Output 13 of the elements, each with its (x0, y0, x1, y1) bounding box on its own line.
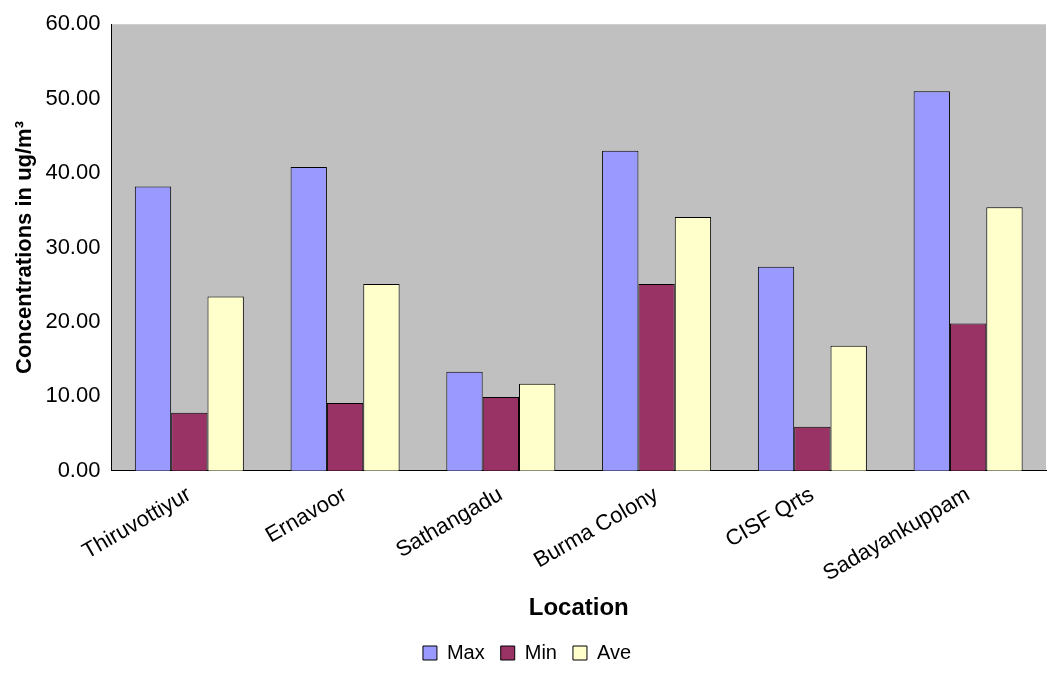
y-tick-label: 60.00 (45, 10, 101, 36)
y-tick-label: 50.00 (45, 84, 101, 110)
legend-label: Max (446, 640, 485, 663)
y-tick-label: 0.00 (57, 456, 101, 482)
x-axis-title: Location (528, 593, 629, 621)
x-tick-label: CISF Qrts (720, 481, 818, 552)
y-tick-label: 10.00 (45, 382, 101, 408)
y-tick-label: 40.00 (45, 159, 101, 185)
y-axis-title: Concentrations in ug/m³ (11, 120, 37, 374)
y-tick-label: 20.00 (45, 307, 101, 333)
y-tick-label: 30.00 (45, 233, 101, 259)
legend-label: Min (524, 640, 557, 663)
legend-label: Ave (596, 640, 632, 663)
